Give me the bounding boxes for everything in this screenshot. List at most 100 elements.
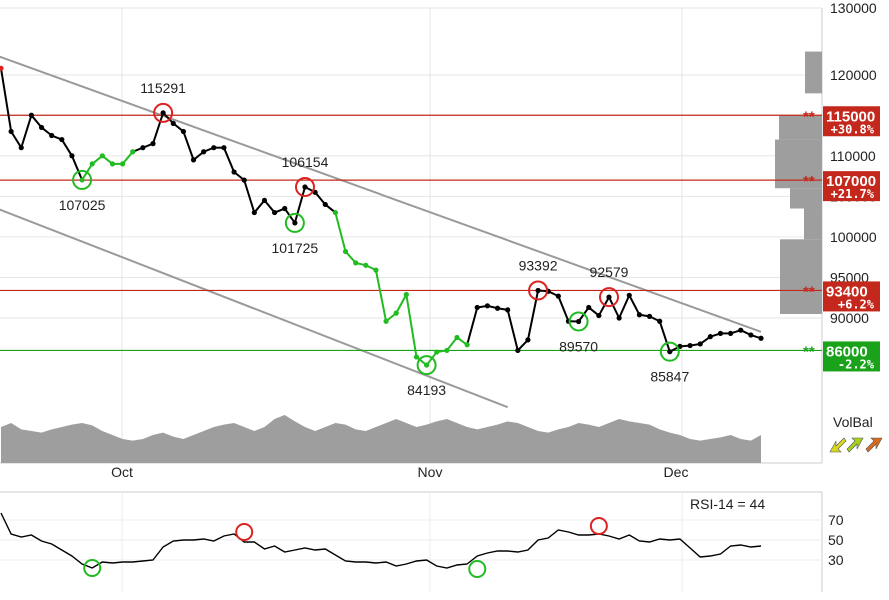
support-resistance-levels: [0, 114, 822, 352]
price-point: [302, 184, 308, 190]
price-segment: [71, 155, 83, 181]
price-point: [221, 145, 227, 151]
price-segment: [223, 147, 235, 173]
price-point: [403, 291, 409, 298]
price-point: [363, 262, 369, 268]
level-pct: +30.8%: [831, 122, 875, 136]
volume-profile-bar: [805, 51, 822, 94]
price-segment: [334, 212, 347, 252]
price-point: [596, 312, 602, 319]
price-point: [555, 293, 561, 299]
annotation-label: 106154: [282, 154, 329, 170]
price-point: [89, 161, 95, 167]
price-point: [606, 294, 612, 300]
price-segment: [608, 296, 621, 319]
rsi-markers: [83, 517, 608, 578]
price-point: [444, 347, 450, 354]
price-segment: [30, 114, 43, 129]
price-point: [332, 209, 338, 216]
volume-profile-bar: [810, 257, 822, 274]
level-pct: +6.2%: [838, 297, 875, 311]
x-tick-label: Oct: [111, 464, 133, 480]
price-point: [667, 349, 673, 355]
price-point: [424, 362, 430, 368]
trough-marker: [284, 212, 305, 233]
volume-profile-bar: [782, 273, 822, 314]
price-segment: [263, 199, 276, 214]
price-segment: [446, 336, 458, 352]
price-point: [525, 337, 531, 343]
price-point: [69, 153, 75, 159]
rsi-tick-label: 70: [828, 512, 844, 528]
price-point: [201, 149, 207, 155]
price-point: [211, 145, 217, 151]
price-segment: [243, 179, 256, 213]
arrow-up-right-icon: [865, 437, 883, 453]
peak-marker: [295, 176, 315, 197]
price-segment: [20, 114, 33, 148]
price-point: [38, 124, 45, 131]
price-point: [515, 347, 521, 354]
level-badge: ** 86000-2.2%: [803, 341, 880, 372]
price-segment: [466, 307, 479, 346]
price-point: [241, 177, 247, 183]
volume-profile-bar: [775, 139, 822, 189]
price-point: [738, 327, 744, 333]
price-axis: 9000095000100000105000110000115000120000…: [830, 0, 877, 326]
price-segment: [253, 199, 266, 214]
volbal-arrows: [829, 437, 883, 453]
price-point: [282, 205, 288, 212]
price-panel: 107025 115291 101725 106154 84193 93392 89570 9…: [0, 0, 880, 480]
rsi-tick-label: 50: [828, 532, 844, 548]
level-badge: ** 115000+30.8%: [803, 106, 880, 137]
time-axis: Oct Nov Dec: [111, 464, 688, 480]
price-point: [28, 112, 34, 118]
rsi-peak-marker: [235, 523, 254, 541]
level-badge-box: [823, 281, 880, 312]
y-tick-label: 130000: [830, 0, 877, 16]
level-badge: ** 93400+6.2%: [803, 281, 880, 312]
channel-line: [0, 55, 762, 333]
annotation-label: 92579: [590, 264, 629, 280]
price-point: [0, 65, 4, 71]
rsi-tick-label: 30: [828, 552, 844, 568]
price-point: [616, 315, 622, 321]
price-point: [494, 305, 501, 311]
price-point: [99, 153, 105, 159]
level-badge-box: [823, 106, 880, 137]
price-point: [728, 330, 734, 337]
rsi-grid: [0, 491, 823, 592]
level-pct: -2.2%: [838, 357, 875, 371]
channel-line: [0, 208, 509, 409]
price-point: [413, 354, 420, 360]
price-point: [707, 334, 713, 340]
trough-marker: [416, 355, 437, 376]
price-point: [636, 312, 643, 318]
rsi-panel: 30 50 70 RSI-14 = 44: [0, 491, 844, 592]
level-badge: ** 107000+21.7%: [803, 171, 880, 202]
y-tick-label: 100000: [830, 229, 877, 245]
price-point: [130, 149, 136, 155]
level-price: 93400: [826, 283, 868, 300]
price-point: [687, 342, 693, 349]
annotation-label: 115291: [140, 80, 186, 96]
annotation-label: 85847: [650, 369, 689, 385]
price-segment: [395, 294, 408, 314]
price-point: [657, 318, 663, 324]
price-point: [160, 110, 166, 116]
level-badge-box: [823, 341, 880, 372]
price-segment: [152, 112, 165, 144]
price-point: [190, 157, 197, 163]
price-point: [373, 267, 379, 273]
price-point: [18, 145, 24, 151]
trough-marker: [568, 311, 589, 332]
price-segment: [293, 186, 306, 224]
price-series: [0, 65, 764, 368]
level-badges: ** 115000+30.8% ** 107000+21.7% ** 93400+6.2%…: [803, 106, 880, 372]
price-segment: [597, 296, 610, 317]
rsi-axis: 30 50 70: [828, 512, 844, 568]
price-segment: [618, 294, 631, 319]
price-point: [748, 332, 754, 338]
price-segment: [658, 320, 671, 352]
price-point: [717, 330, 724, 337]
